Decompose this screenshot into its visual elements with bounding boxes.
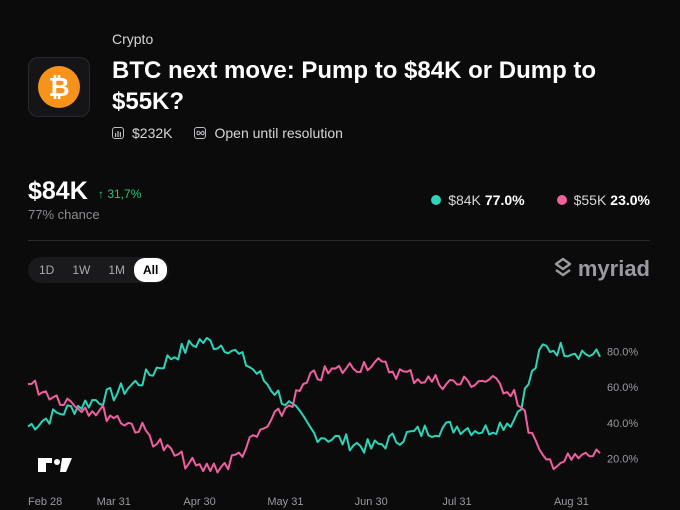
tradingview-logo-text: TV <box>38 457 40 459</box>
x-tick-label: Mar 31 <box>97 496 131 508</box>
x-tick-label: Jul 31 <box>442 496 471 508</box>
outcome-chance: 77% chance <box>28 207 100 222</box>
bitcoin-icon: ₿ <box>38 66 80 108</box>
range-1m-button[interactable]: 1M <box>108 263 126 277</box>
series-line-84k <box>27 336 601 454</box>
outcome-84k-dot <box>431 195 442 205</box>
range-all-button[interactable]: All <box>134 258 168 282</box>
x-tick-label: May 31 <box>267 496 303 508</box>
price-change: ↑ 31,7% <box>98 187 142 201</box>
y-tick-label: 60.0% <box>607 382 638 394</box>
x-tick-label: Jun 30 <box>355 496 388 508</box>
range-1d-button[interactable]: 1D <box>39 263 55 277</box>
market-logo: ₿ <box>28 57 90 117</box>
price-chart[interactable]: 80.0% 60.0% 40.0% 20.0% Feb 28 Mar 31 Apr 30 M… <box>0 330 680 510</box>
volume-icon <box>112 127 124 139</box>
x-tick-label: Feb 28 <box>28 496 62 508</box>
y-tick-label: 80.0% <box>607 346 638 358</box>
myriad-mark-icon <box>554 257 572 277</box>
outcome-55k-dot <box>556 195 567 205</box>
legend-outcome-84k-value: 77.0% <box>484 192 525 208</box>
legend-outcome-55k-label: $55K <box>573 192 607 208</box>
series-line-55k <box>27 357 601 474</box>
x-tick-label: Apr 30 <box>183 496 215 508</box>
range-1w-button[interactable]: 1W <box>72 263 91 277</box>
x-tick-label: Aug 31 <box>554 496 589 508</box>
legend-outcome-55k-value: 23.0% <box>610 192 650 208</box>
myriad-logo: myriad <box>552 256 650 282</box>
leading-outcome-price: $84K <box>28 177 88 205</box>
legend-outcome-84k-label: $84K <box>448 192 481 208</box>
time-range-selector: 1D 1W 1M All <box>28 257 170 283</box>
market-status: Open until resolution <box>214 125 343 141</box>
y-tick-label: 20.0% <box>607 454 638 466</box>
market-category[interactable]: Crypto <box>112 31 154 47</box>
brand-name: myriad <box>577 256 650 281</box>
chart-legend: $84K 77.0% $55K 23.0% <box>431 192 650 208</box>
market-title: BTC next move: Pump to $84K or Dump to $… <box>112 57 597 115</box>
divider <box>28 240 650 241</box>
y-tick-label: 40.0% <box>607 418 638 430</box>
tradingview-logo: TV <box>38 457 72 472</box>
volume-value: $232K <box>132 125 173 141</box>
market-meta: $232K Open until resolution <box>112 125 343 141</box>
infinity-icon <box>194 127 207 139</box>
